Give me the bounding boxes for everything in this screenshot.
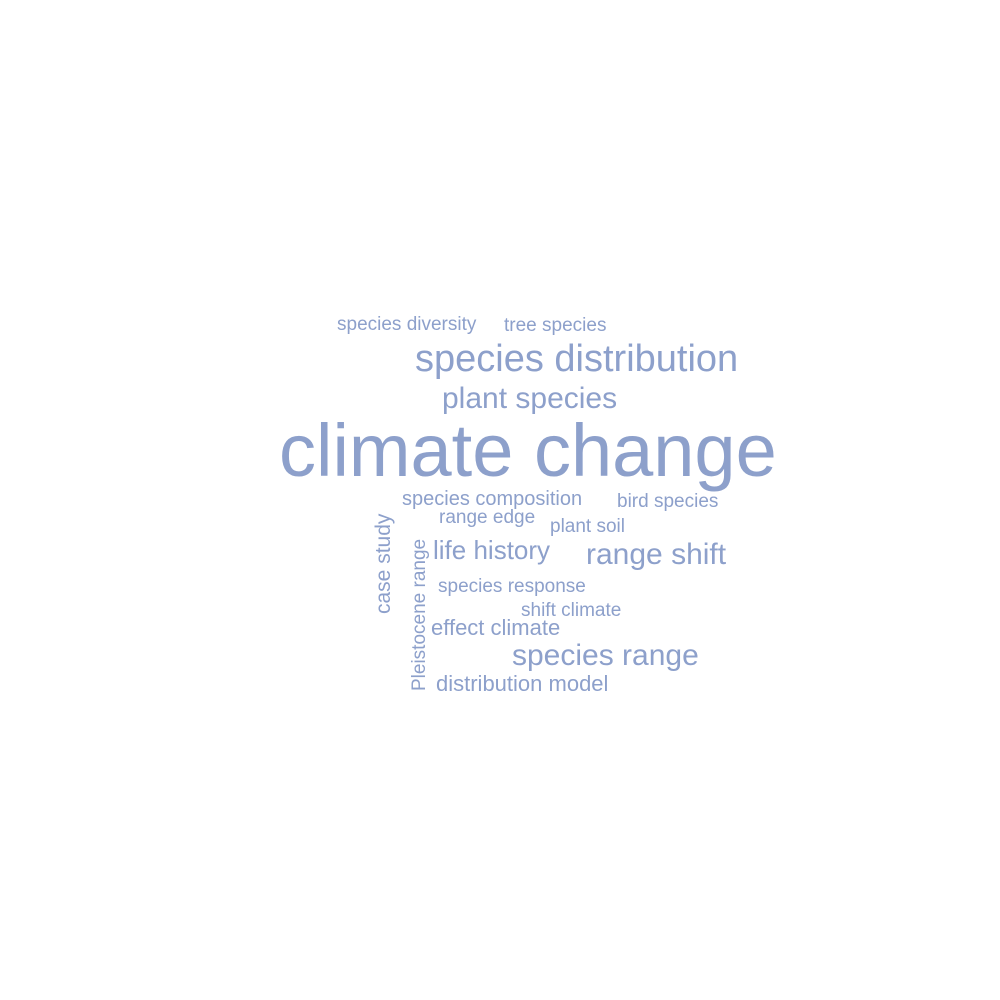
word-plant-species: plant species	[442, 382, 618, 415]
word-species-diversity: species diversity	[337, 314, 477, 335]
word-bird-species: bird species	[617, 491, 719, 512]
word-species-distribution: species distribution	[415, 338, 739, 380]
word-range-shift: range shift	[586, 538, 727, 571]
word-species-response: species response	[438, 576, 586, 597]
word-climate-change: climate change	[279, 409, 777, 492]
word-species-range: species range	[512, 639, 699, 672]
word-case-study: case study	[372, 513, 395, 614]
word-effect-climate: effect climate	[431, 615, 561, 640]
word-plant-soil: plant soil	[550, 516, 625, 537]
word-shift-climate: shift climate	[521, 600, 622, 621]
word-life-history: life history	[433, 535, 551, 565]
word-tree-species: tree species	[504, 315, 607, 336]
word-species-composition: species composition	[402, 488, 583, 510]
word-pleistocene-range: Pleistocene range	[409, 538, 430, 691]
word-range-edge: range edge	[439, 507, 536, 528]
word-distribution-model: distribution model	[436, 671, 609, 696]
